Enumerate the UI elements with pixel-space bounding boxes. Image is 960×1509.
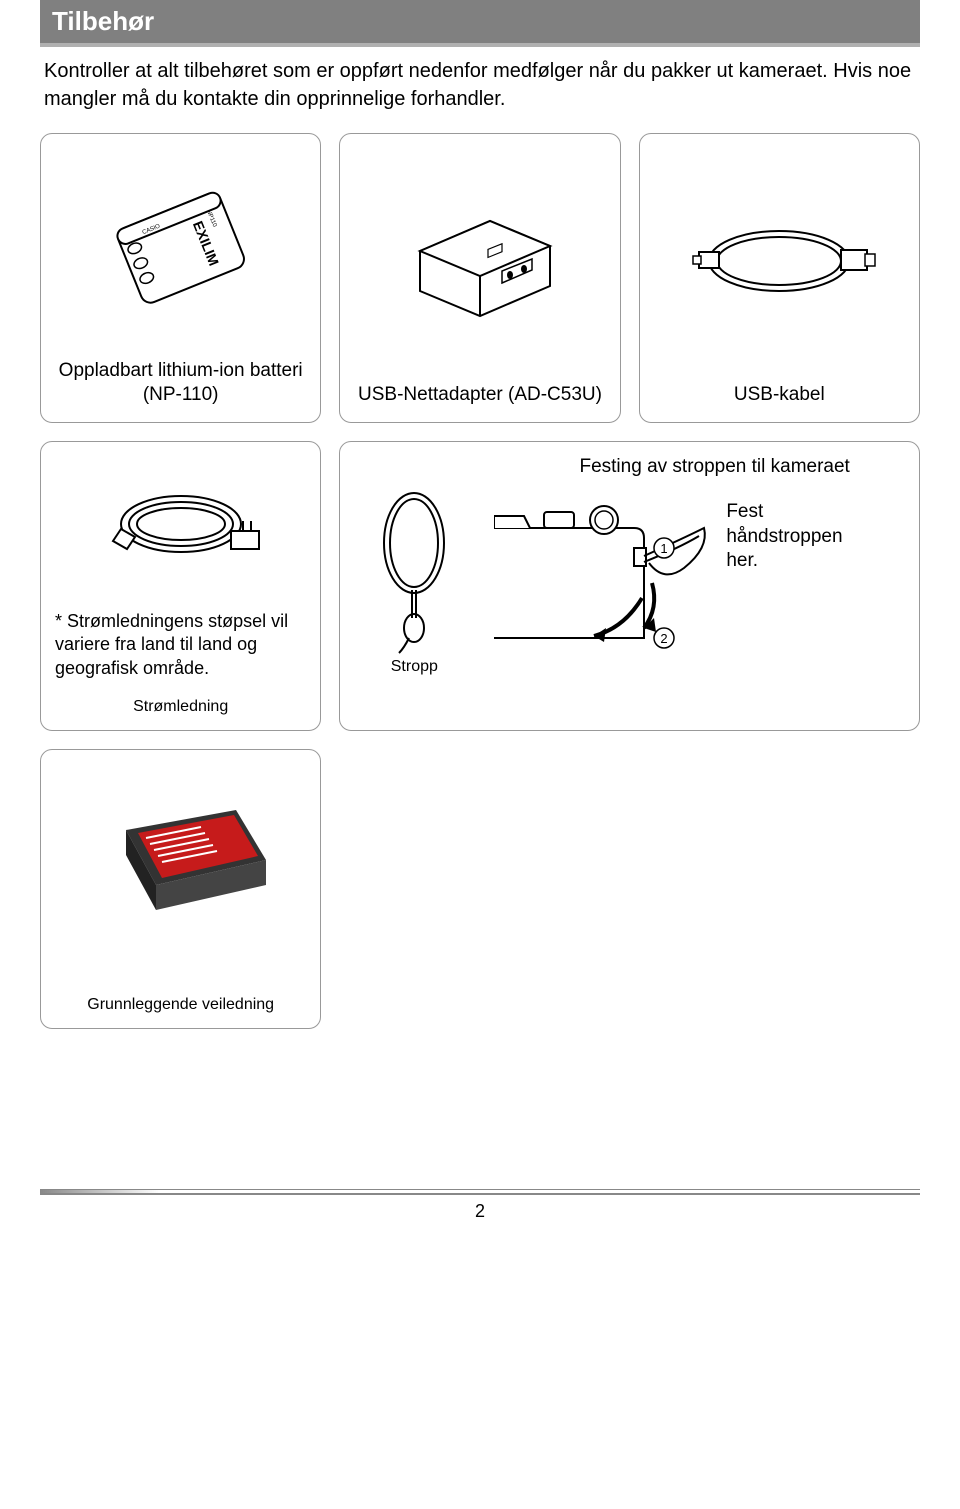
guide-caption: Grunnleggende veiledning	[87, 996, 274, 1014]
battery-illustration: EXILIM NP110 CASIO	[55, 148, 306, 349]
powercord-cell: * Strømledningens støpsel vil variere fr…	[40, 441, 321, 731]
page-number: 2	[40, 1201, 920, 1222]
strap-cell: Festing av stroppen til kameraet Stropp	[339, 441, 920, 731]
strap-illustration	[364, 488, 464, 658]
section-title: Tilbehør	[52, 6, 154, 36]
strap-title: Festing av stroppen til kameraet	[354, 456, 905, 478]
adapter-caption: USB-Nettadapter (AD-C53U)	[358, 383, 602, 408]
accessory-grid: EXILIM NP110 CASIO Oppladbart lithium-io…	[40, 133, 920, 1029]
battery-cell: EXILIM NP110 CASIO Oppladbart lithium-io…	[40, 133, 321, 423]
strap-instruction: Fest håndstroppen her.	[726, 488, 876, 574]
adapter-cell: USB-Nettadapter (AD-C53U)	[339, 133, 620, 423]
adapter-illustration	[354, 148, 605, 373]
powercord-caption: Strømledning	[133, 698, 228, 716]
guide-illustration	[86, 764, 276, 996]
usbcable-illustration	[654, 148, 905, 373]
usbcable-cell: USB-kabel	[639, 133, 920, 423]
powercord-illustration	[91, 456, 271, 602]
footer-gradient	[40, 1189, 160, 1193]
battery-caption: Oppladbart lithium-ion batteri (NP-110)	[55, 359, 306, 408]
svg-text:2: 2	[661, 631, 668, 646]
powercord-note: * Strømledningens støpsel vil variere fr…	[55, 610, 306, 680]
svg-text:1: 1	[661, 541, 668, 556]
usbcable-caption: USB-kabel	[734, 383, 825, 408]
strap-caption: Stropp	[391, 658, 438, 676]
intro-text: Kontroller at alt tilbehøret som er oppf…	[40, 57, 920, 113]
guide-cell: Grunnleggende veiledning	[40, 749, 321, 1029]
footer-rule-2	[40, 1193, 920, 1195]
footer-rule-1	[40, 1189, 920, 1190]
camera-strap-illustration: 1 2	[494, 488, 714, 668]
section-header: Tilbehør	[40, 0, 920, 47]
